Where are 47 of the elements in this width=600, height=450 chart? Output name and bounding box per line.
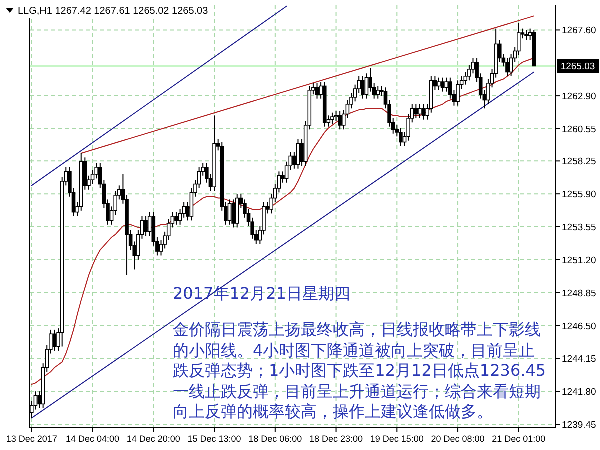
x-tick-label: 19 Dec 15:00	[370, 434, 424, 444]
y-tick-label: 1253.55	[562, 222, 596, 234]
annotation: 金价隔日震荡上扬最终收高，日线报收略带上下影线的小阳线。4小时图下降通道被向上突破，目前呈止跌反弹态势；1小时图下跌至12月12日低点1236.45一线止跌反弹，目前呈上升通道运行；综合来看短期向上反弹的概率较高，操作上建议逢低做多。	[173, 320, 548, 422]
candlestick	[334, 110, 338, 122]
candlestick	[444, 77, 449, 92]
x-tick-label: 18 Dec 06:00	[248, 434, 302, 444]
candlestick	[376, 86, 380, 100]
candlestick	[296, 138, 300, 170]
candlestick	[437, 77, 441, 91]
y-tick-label: 1260.55	[562, 124, 596, 136]
y-tick-label: 1241.80	[562, 387, 596, 398]
candlestick	[232, 199, 236, 228]
y-tick-label: 1246.50	[562, 321, 596, 332]
y-tick-label: 1267.60	[562, 26, 596, 37]
candlestick	[506, 58, 510, 77]
x-tick-label: 18 Dec 23:00	[310, 434, 364, 444]
candlestick	[422, 104, 426, 120]
x-tick-label: 14 Dec 04:00	[66, 434, 120, 444]
candlestick	[52, 329, 57, 352]
candlestick	[144, 216, 148, 237]
candlestick	[338, 110, 342, 130]
x-tick-label: 14 Dec 20:00	[126, 434, 180, 444]
y-tick-label: 1255.90	[562, 190, 596, 201]
x-tick-label: 21 Dec 01:00	[492, 434, 546, 444]
chart-title: LLG,H1 1267.42 1267.61 1265.02 1265.03	[18, 6, 209, 17]
candlestick	[399, 128, 403, 147]
candlestick	[418, 104, 422, 119]
candlestick	[361, 76, 365, 100]
y-tick-label: 1244.15	[562, 354, 596, 366]
candlestick	[524, 30, 528, 41]
x-tick-label: 13 Dec 2017	[6, 434, 58, 444]
candlestick	[456, 80, 460, 106]
x-tick-label: 15 Dec 13:00	[188, 434, 242, 444]
x-tick-label: 20 Dec 08:00	[431, 434, 485, 444]
candlestick	[174, 212, 178, 226]
y-tick-label: 1248.85	[562, 288, 596, 300]
candlestick	[330, 112, 334, 125]
candlestick	[228, 199, 232, 226]
y-tick-label: 1262.90	[562, 92, 596, 103]
candlestick	[440, 77, 445, 92]
candlestick	[315, 82, 320, 100]
y-tick-label: 1251.20	[562, 255, 596, 266]
ref-line-label: 1265.03	[560, 62, 596, 73]
annotation: 2017年12月21日星期四	[173, 284, 350, 305]
y-tick-label: 1239.45	[562, 420, 596, 431]
y-tick-label: 1258.25	[562, 156, 596, 168]
candlestick	[414, 104, 418, 119]
